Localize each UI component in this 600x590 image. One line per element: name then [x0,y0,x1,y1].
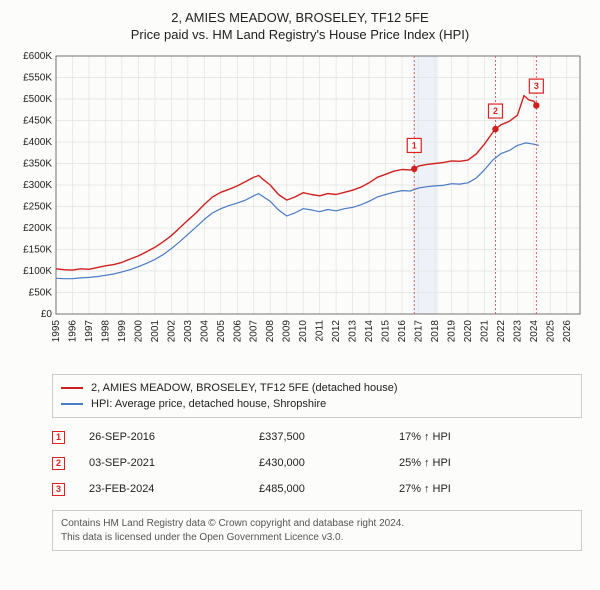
legend-swatch [61,387,83,389]
svg-text:2019: 2019 [446,320,457,343]
title-line1: 2, AMIES MEADOW, BROSELEY, TF12 5FE [12,10,588,25]
legend-row: HPI: Average price, detached house, Shro… [61,396,573,412]
svg-text:1995: 1995 [51,320,62,343]
svg-text:2: 2 [493,106,498,116]
svg-text:2001: 2001 [150,320,161,343]
chart-title: 2, AMIES MEADOW, BROSELEY, TF12 5FE Pric… [12,10,588,42]
sale-pct: 25% [399,457,421,469]
svg-text:1: 1 [412,140,417,150]
svg-text:2006: 2006 [232,320,243,343]
svg-text:2012: 2012 [331,320,342,343]
svg-text:2003: 2003 [183,320,194,343]
attribution-line2: This data is licensed under the Open Gov… [61,531,573,545]
svg-text:2021: 2021 [479,320,490,343]
legend-row: 2, AMIES MEADOW, BROSELEY, TF12 5FE (det… [61,380,573,396]
arrow-up-icon: ↑ [424,483,430,495]
svg-text:2010: 2010 [298,320,309,343]
arrow-up-icon: ↑ [424,457,430,469]
svg-text:£150K: £150K [23,245,52,256]
svg-text:2026: 2026 [562,320,573,343]
chart-svg: £0 £50K £100K £150K £200K £250K £300K £350K £400… [12,48,588,368]
svg-text:2023: 2023 [512,320,523,343]
sale-diff: 17% ↑ HPI [399,431,451,443]
chart-plot-area: £0 £50K £100K £150K £200K £250K £300K £350K £400… [12,48,588,368]
svg-text:2025: 2025 [545,320,556,343]
attribution-box: Contains HM Land Registry data © Crown c… [52,510,582,551]
svg-text:2014: 2014 [364,320,375,343]
svg-text:£0: £0 [41,309,53,320]
sale-marker-icon: 2 [52,457,65,470]
legend-label: HPI: Average price, detached house, Shro… [91,398,326,410]
svg-text:2005: 2005 [216,320,227,343]
svg-text:2022: 2022 [496,320,507,343]
svg-text:£550K: £550K [23,73,52,84]
chart-container: 2, AMIES MEADOW, BROSELEY, TF12 5FE Pric… [0,0,600,551]
svg-text:1996: 1996 [67,320,78,343]
svg-text:2016: 2016 [397,320,408,343]
svg-text:2018: 2018 [430,320,441,343]
svg-text:2008: 2008 [265,320,276,343]
sale-price: £430,000 [259,457,399,469]
svg-text:2024: 2024 [529,320,540,343]
svg-text:£450K: £450K [23,116,52,127]
svg-text:1998: 1998 [100,320,111,343]
svg-text:£400K: £400K [23,137,52,148]
sale-pct: 27% [399,483,421,495]
sale-price: £337,500 [259,431,399,443]
svg-text:£350K: £350K [23,159,52,170]
svg-text:1997: 1997 [84,320,95,343]
sale-marker-icon: 1 [52,431,65,444]
svg-text:£250K: £250K [23,202,52,213]
sale-pct: 17% [399,431,421,443]
sale-date: 26-SEP-2016 [89,431,259,443]
attribution-line1: Contains HM Land Registry data © Crown c… [61,517,573,531]
sales-table: 1 26-SEP-2016 £337,500 17% ↑ HPI 2 03-SE… [52,424,582,502]
svg-text:2004: 2004 [199,320,210,343]
sale-suffix: HPI [433,431,451,443]
svg-text:£50K: £50K [29,288,53,299]
sale-suffix: HPI [433,483,451,495]
sale-marker-icon: 3 [52,483,65,496]
sale-row: 2 03-SEP-2021 £430,000 25% ↑ HPI [52,450,582,476]
svg-text:2007: 2007 [249,320,260,343]
svg-text:2009: 2009 [282,320,293,343]
svg-text:2011: 2011 [315,320,326,342]
sale-diff: 27% ↑ HPI [399,483,451,495]
legend-label: 2, AMIES MEADOW, BROSELEY, TF12 5FE (det… [91,382,398,394]
title-line2: Price paid vs. HM Land Registry's House … [12,27,588,42]
sale-date: 23-FEB-2024 [89,483,259,495]
arrow-up-icon: ↑ [424,431,430,443]
svg-text:2015: 2015 [381,320,392,343]
chart-legend: 2, AMIES MEADOW, BROSELEY, TF12 5FE (det… [52,374,582,418]
svg-text:2013: 2013 [348,320,359,343]
svg-text:£300K: £300K [23,180,52,191]
svg-text:£500K: £500K [23,94,52,105]
sale-row: 3 23-FEB-2024 £485,000 27% ↑ HPI [52,476,582,502]
svg-text:£100K: £100K [23,266,52,277]
svg-text:£600K: £600K [23,51,52,62]
sale-date: 03-SEP-2021 [89,457,259,469]
svg-text:3: 3 [534,81,539,91]
svg-text:2002: 2002 [166,320,177,343]
sale-diff: 25% ↑ HPI [399,457,451,469]
svg-text:2020: 2020 [463,320,474,343]
svg-text:2017: 2017 [414,320,425,343]
svg-text:£200K: £200K [23,223,52,234]
svg-text:2000: 2000 [133,320,144,343]
sale-row: 1 26-SEP-2016 £337,500 17% ↑ HPI [52,424,582,450]
sale-suffix: HPI [433,457,451,469]
sale-price: £485,000 [259,483,399,495]
svg-text:1999: 1999 [117,320,128,343]
legend-swatch [61,403,83,405]
